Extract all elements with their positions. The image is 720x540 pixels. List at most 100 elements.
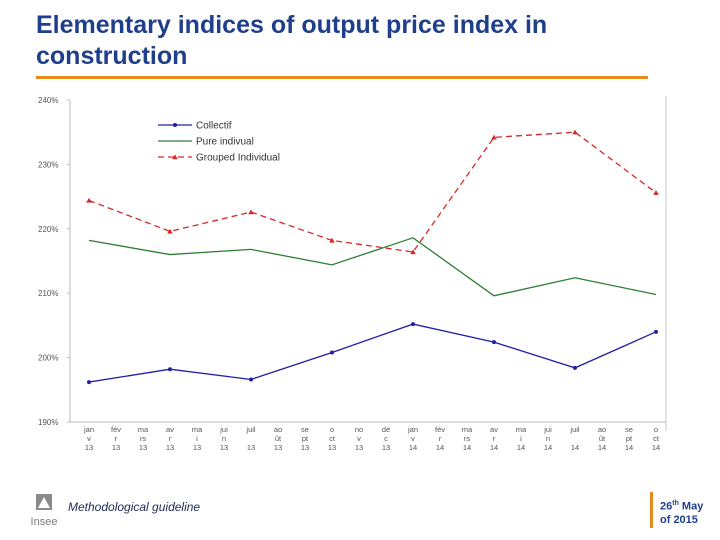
x-tick-label: 14 <box>490 443 498 452</box>
x-tick-label: 13 <box>112 443 120 452</box>
footer-date: 26th May of 2015 <box>660 497 718 527</box>
x-tick-label: fév <box>111 425 121 434</box>
x-tick-label: 14 <box>409 443 417 452</box>
legend-marker <box>172 154 178 160</box>
data-point <box>330 350 334 355</box>
data-point <box>654 329 658 334</box>
data-point <box>410 249 416 255</box>
date-year: of 2015 <box>660 513 698 526</box>
x-tick-label: n <box>222 434 226 443</box>
x-tick-label: pt <box>302 434 309 443</box>
y-tick-label: 200% <box>38 354 58 363</box>
x-tick-label: pt <box>626 434 633 443</box>
data-point <box>572 129 578 135</box>
date-day: 26 <box>660 500 673 513</box>
x-tick-label: 14 <box>517 443 525 452</box>
x-tick-label: o <box>654 425 658 434</box>
data-point <box>491 134 497 140</box>
chart-frame <box>32 96 666 431</box>
x-tick-label: r <box>115 434 118 443</box>
x-tick-label: 13 <box>220 443 228 452</box>
legend-label: Collectif <box>196 121 232 132</box>
x-tick-label: r <box>493 434 496 443</box>
x-tick-label: fév <box>435 425 445 434</box>
x-tick-label: ma <box>138 425 149 434</box>
x-tick-label: ao <box>274 425 282 434</box>
series-line-0 <box>88 323 657 383</box>
x-tick-label: ût <box>599 434 606 443</box>
data-point <box>329 237 335 243</box>
legend: Collectif Pure indivual Grouped Individual <box>158 121 280 164</box>
data-point <box>167 228 173 234</box>
series-group <box>86 129 659 385</box>
data-point <box>86 197 92 203</box>
x-tick-label: jui <box>219 425 228 434</box>
x-tick-label: n <box>546 434 550 443</box>
x-tick-label: o <box>330 425 334 434</box>
x-tick-label: juil <box>245 425 256 434</box>
data-point <box>248 209 254 215</box>
x-tick-label: 14 <box>463 443 471 452</box>
legend-label: Grouped Individual <box>196 153 280 164</box>
data-point <box>87 380 91 385</box>
date-month: May <box>678 500 704 513</box>
x-tick-label: 13 <box>355 443 363 452</box>
y-tick-label: 220% <box>38 225 58 234</box>
x-tick-label: v <box>411 434 415 443</box>
x-tick-label: 13 <box>301 443 309 452</box>
x-tick-label: i <box>196 434 198 443</box>
x-tick-label: 13 <box>274 443 282 452</box>
x-tick-label: c <box>384 434 388 443</box>
x-tick-label: 13 <box>139 443 147 452</box>
date-suffix: th <box>672 500 679 507</box>
series-line-2 <box>88 131 657 253</box>
x-tick-label: rs <box>464 434 470 443</box>
x-tick-label: ct <box>329 434 336 443</box>
x-tick-label: ao <box>598 425 606 434</box>
x-tick-label: 14 <box>598 443 606 452</box>
x-tick-label: ma <box>516 425 527 434</box>
x-tick-label: r <box>169 434 172 443</box>
x-tick-label: juil <box>569 425 580 434</box>
x-tick-label: ct <box>653 434 660 443</box>
footer-divider <box>650 492 653 528</box>
x-tick-label: 14 <box>571 443 579 452</box>
y-tick-label: 190% <box>38 418 58 427</box>
insee-logo: Insee <box>31 494 58 528</box>
footer-guideline: Methodological guideline <box>68 500 201 514</box>
x-axis: janv13févr13mars13avr13mai13juin13juil13… <box>70 421 666 452</box>
x-tick-label: av <box>166 425 174 434</box>
logo-text: Insee <box>31 516 58 528</box>
x-tick-label: 13 <box>382 443 390 452</box>
legend-marker <box>173 123 177 127</box>
x-tick-label: 13 <box>193 443 201 452</box>
x-tick-label: 13 <box>247 443 255 452</box>
data-point <box>492 340 496 345</box>
x-tick-label: jui <box>543 425 552 434</box>
data-point <box>573 365 577 370</box>
x-tick-label: 14 <box>652 443 660 452</box>
data-point <box>411 322 415 327</box>
x-tick-label: jan <box>83 425 94 434</box>
x-tick-label: 13 <box>328 443 336 452</box>
y-tick-label: 230% <box>38 160 58 169</box>
x-tick-label: ma <box>462 425 473 434</box>
data-point <box>249 377 253 382</box>
x-tick-label: r <box>439 434 442 443</box>
x-tick-label: ma <box>192 425 203 434</box>
y-axis: 190% 200% 210% 220% 230% 240% <box>38 96 71 427</box>
line-chart: 190%200%210%220%230%240% janv13févr13mar… <box>32 96 667 452</box>
x-tick-label: av <box>490 425 498 434</box>
x-tick-label: 13 <box>166 443 174 452</box>
x-tick-label: dé <box>382 425 390 434</box>
x-tick-label: 14 <box>436 443 444 452</box>
x-tick-label: 14 <box>625 443 633 452</box>
x-tick-label: i <box>520 434 522 443</box>
title-underline <box>36 76 648 79</box>
data-point <box>168 367 172 372</box>
x-tick-label: rs <box>140 434 146 443</box>
x-tick-label: se <box>301 425 309 434</box>
x-tick-label: se <box>625 425 633 434</box>
legend-label: Pure indivual <box>196 137 254 148</box>
x-tick-label: jan <box>407 425 418 434</box>
